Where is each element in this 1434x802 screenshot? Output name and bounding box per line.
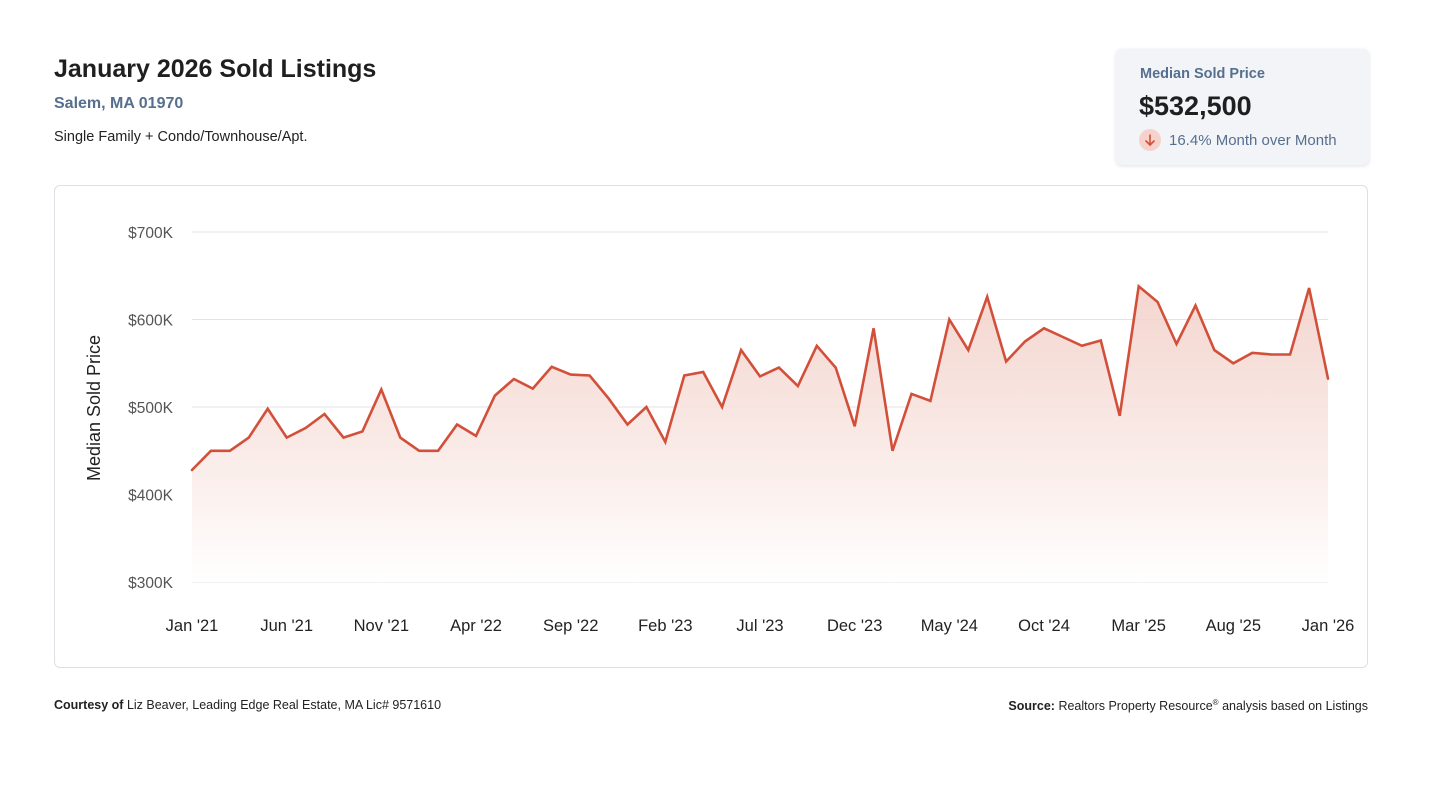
stat-change-text: 16.4% Month over Month	[1169, 131, 1337, 149]
chart-panel: $300K $400K $500K $600K $700K Jan '21 Jun '21…	[54, 185, 1368, 668]
courtesy-label: Courtesy of	[54, 698, 124, 712]
x-tick-label: Jan '26	[1302, 617, 1355, 635]
registered-mark: ®	[1212, 698, 1219, 707]
source-footer: Source: Realtors Property Resource® anal…	[1008, 698, 1368, 713]
x-tick-label: May '24	[921, 617, 978, 635]
y-axis-label: Median Sold Price	[84, 335, 104, 481]
arrow-down-icon	[1139, 129, 1161, 151]
median-price-chart: $300K $400K $500K $600K $700K Jan '21 Jun '21…	[84, 225, 1355, 635]
y-tick-label: $700K	[128, 225, 173, 242]
x-tick-label: Feb '23	[638, 617, 693, 635]
property-type-description: Single Family + Condo/Townhouse/Apt.	[54, 129, 308, 145]
page-title: January 2026 Sold Listings	[54, 55, 377, 83]
x-tick-label: Jan '21	[166, 617, 219, 635]
source-text: Realtors Property Resource	[1058, 699, 1213, 714]
x-tick-label: Apr '22	[450, 617, 502, 635]
courtesy-footer: Courtesy of Liz Beaver, Leading Edge Rea…	[54, 698, 441, 712]
source-suffix: analysis based on Listings	[1222, 699, 1368, 714]
x-tick-label: Mar '25	[1111, 617, 1166, 635]
x-tick-label: Nov '21	[354, 617, 409, 635]
stat-change: 16.4% Month over Month	[1139, 129, 1337, 151]
y-tick-label: $600K	[128, 313, 173, 330]
series-area	[192, 286, 1328, 582]
x-tick-label: Sep '22	[543, 617, 598, 635]
median-price-card: Median Sold Price $532,500 16.4% Month o…	[1116, 49, 1369, 165]
x-tick-label: Jul '23	[736, 617, 783, 635]
y-tick-label: $500K	[128, 400, 173, 417]
x-tick-label: Dec '23	[827, 617, 882, 635]
y-tick-label: $300K	[128, 575, 173, 592]
y-tick-label: $400K	[128, 488, 173, 505]
stat-value: $532,500	[1139, 91, 1252, 121]
x-tick-label: Oct '24	[1018, 617, 1070, 635]
x-tick-label: Aug '25	[1206, 617, 1261, 635]
location-subtitle: Salem, MA 01970	[54, 95, 184, 112]
source-label: Source:	[1008, 699, 1055, 714]
series-line	[190, 283, 1330, 472]
courtesy-text: Liz Beaver, Leading Edge Real Estate, MA…	[126, 698, 442, 712]
stat-label: Median Sold Price	[1140, 66, 1265, 82]
x-tick-label: Jun '21	[260, 617, 313, 635]
